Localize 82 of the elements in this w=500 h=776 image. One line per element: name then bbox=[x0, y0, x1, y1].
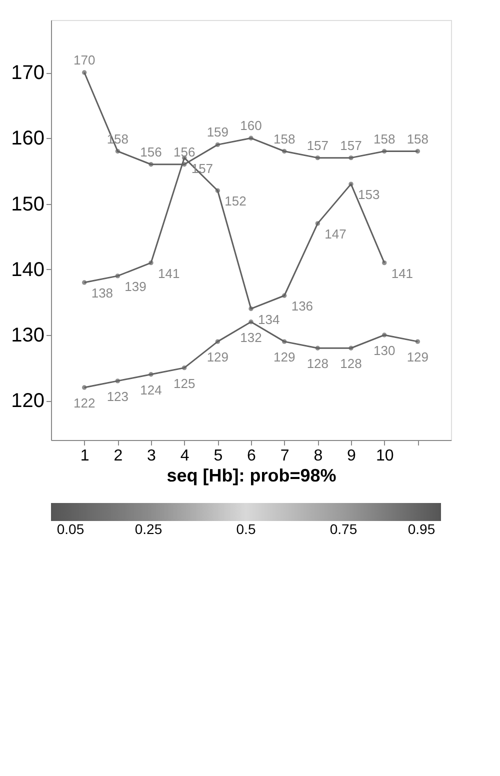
data-label: 132 bbox=[240, 330, 262, 345]
y-tick-label: 130 bbox=[11, 324, 44, 346]
point bbox=[348, 155, 354, 160]
x-tick-label: 9 bbox=[347, 448, 356, 464]
x-axis-title: seq [Hb]: prob=98% bbox=[166, 466, 336, 486]
data-label: 124 bbox=[140, 382, 162, 398]
x-tick-label: 6 bbox=[247, 448, 256, 464]
point bbox=[382, 148, 387, 154]
data-label: 122 bbox=[73, 396, 96, 410]
point bbox=[282, 148, 287, 154]
data-label: 170 bbox=[73, 52, 96, 68]
point bbox=[248, 136, 254, 140]
x-tick-label: 7 bbox=[280, 448, 290, 464]
point bbox=[148, 260, 154, 266]
y-tick-label: 140 bbox=[11, 258, 44, 281]
data-label: 157 bbox=[340, 138, 362, 153]
data-label: 158 bbox=[373, 131, 396, 146]
data-label: 128 bbox=[340, 356, 362, 372]
point bbox=[82, 70, 87, 75]
point bbox=[115, 274, 120, 278]
color-bar-label: 0.75 bbox=[330, 521, 358, 537]
data-label: 147 bbox=[324, 226, 346, 242]
color-bar-label: 0.5 bbox=[236, 521, 256, 537]
point bbox=[348, 346, 354, 350]
data-label: 153 bbox=[358, 187, 380, 202]
point bbox=[115, 378, 120, 384]
data-label: 129 bbox=[406, 350, 429, 365]
data-label: 139 bbox=[124, 278, 146, 294]
x-tick-label: 10 bbox=[376, 448, 394, 464]
data-label: 158 bbox=[406, 131, 429, 146]
x-tick-label: 1 bbox=[80, 448, 90, 464]
data-label: 136 bbox=[291, 298, 314, 314]
data-label: 160 bbox=[240, 118, 262, 134]
data-label: 129 bbox=[206, 350, 229, 365]
point bbox=[415, 148, 420, 154]
data-label: 141 bbox=[158, 266, 180, 281]
y-tick-label: 160 bbox=[11, 128, 44, 150]
point bbox=[115, 148, 120, 154]
data-label: 141 bbox=[391, 266, 414, 281]
point bbox=[215, 188, 220, 193]
point bbox=[415, 339, 420, 344]
point bbox=[282, 293, 287, 298]
point bbox=[348, 182, 354, 186]
point bbox=[315, 346, 320, 350]
data-label: 158 bbox=[273, 131, 296, 146]
data-label: 130 bbox=[373, 343, 396, 358]
point bbox=[382, 332, 387, 338]
point bbox=[215, 339, 220, 344]
data-label: 134 bbox=[258, 312, 280, 327]
color-bar-label: 0.25 bbox=[134, 521, 162, 537]
x-tick-label: 8 bbox=[314, 448, 323, 464]
point bbox=[82, 280, 87, 285]
point bbox=[282, 339, 287, 344]
point bbox=[215, 142, 220, 148]
data-label: 157 bbox=[306, 138, 329, 153]
point bbox=[148, 372, 154, 377]
point bbox=[382, 260, 387, 266]
data-label: 123 bbox=[106, 388, 129, 404]
x-tick-label: 2 bbox=[114, 448, 123, 464]
y-tick-label: 120 bbox=[11, 390, 44, 412]
data-label: 159 bbox=[206, 124, 229, 140]
color-bar-label: 0.05 bbox=[56, 521, 84, 537]
point bbox=[82, 385, 87, 390]
data-label: 138 bbox=[91, 286, 114, 300]
point bbox=[315, 155, 320, 160]
data-label: 152 bbox=[224, 194, 246, 209]
x-tick-label: 5 bbox=[214, 448, 223, 464]
y-tick-label: 170 bbox=[11, 62, 44, 84]
data-label: 125 bbox=[173, 376, 196, 391]
color-bar-label: 0.95 bbox=[408, 521, 436, 537]
point bbox=[248, 306, 254, 312]
data-label: 128 bbox=[306, 356, 329, 372]
point bbox=[182, 365, 187, 370]
data-label: 129 bbox=[273, 350, 296, 365]
data-label: 156 bbox=[173, 144, 196, 160]
x-tick-label: 4 bbox=[180, 448, 190, 464]
y-tick-label: 150 bbox=[11, 193, 44, 216]
point bbox=[148, 162, 154, 167]
point bbox=[248, 320, 254, 324]
point bbox=[315, 221, 320, 226]
data-label: 156 bbox=[140, 144, 162, 160]
x-tick-label: 3 bbox=[147, 448, 156, 464]
